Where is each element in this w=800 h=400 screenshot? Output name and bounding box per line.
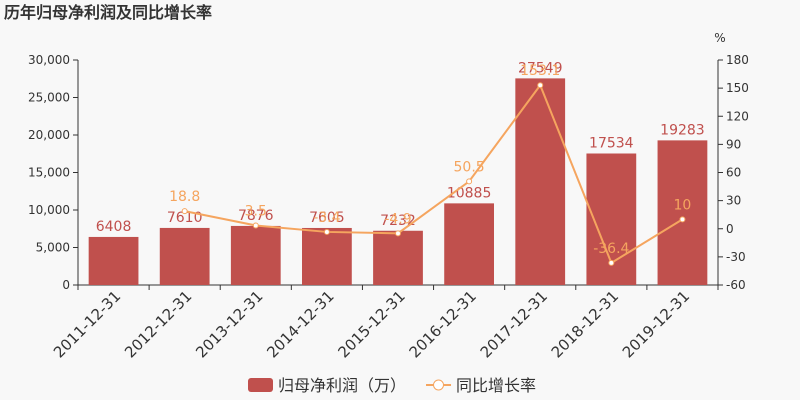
legend-label: 归母净利润（万）: [278, 376, 406, 395]
bar-value-label: 7232: [380, 213, 416, 229]
y2-axis-label: %: [714, 31, 725, 45]
y2-tick-label: 120: [726, 109, 749, 123]
x-tick-label: 2016-12-31: [406, 287, 480, 361]
bar: [159, 227, 210, 285]
bar: [88, 236, 139, 285]
y2-tick-label: -60: [726, 278, 746, 292]
x-tick-label: 2011-12-31: [50, 287, 124, 361]
y2-tick-label: 150: [726, 81, 749, 95]
line-point: [252, 222, 259, 229]
line-value-label: 18.8: [169, 189, 200, 205]
legend-swatch: [248, 378, 273, 392]
y2-tick-label: 60: [726, 166, 741, 180]
bar: [444, 203, 494, 285]
y2-tick-label: 30: [726, 194, 741, 208]
bar-value-label: 7605: [309, 210, 345, 226]
y-tick-label: 15,000: [28, 166, 70, 180]
y2-tick-label: 90: [726, 137, 741, 151]
x-tick-label: 2019-12-31: [619, 287, 693, 361]
y-tick-label: 20,000: [28, 128, 70, 142]
y-tick-label: 30,000: [28, 53, 70, 67]
x-tick-label: 2013-12-31: [192, 287, 266, 361]
line-value-label: 153.1: [520, 63, 560, 79]
bar-value-label: 6408: [96, 219, 132, 235]
x-tick-label: 2012-12-31: [121, 287, 195, 361]
bar-value-label: 17534: [589, 135, 634, 151]
bar: [657, 140, 708, 285]
x-tick-label: 2018-12-31: [548, 287, 622, 361]
bar-value-label: 27549: [518, 60, 563, 76]
bar: [373, 230, 423, 285]
line-point: [679, 216, 686, 223]
x-tick-label: 2015-12-31: [334, 287, 408, 361]
y-tick-label: 10,000: [28, 203, 70, 217]
x-tick-label: 2014-12-31: [263, 287, 337, 361]
chart-title: 历年归母净利润及同比增长率: [4, 3, 212, 22]
line-point: [181, 208, 188, 215]
line: [184, 83, 683, 265]
bar: [302, 227, 352, 285]
y2-tick-label: 0: [726, 222, 734, 236]
y-tick-label: 0: [62, 278, 70, 292]
y2-tick-label: 180: [726, 53, 749, 67]
line-point: [466, 178, 473, 185]
line-point: [395, 230, 401, 237]
x-tick-label: 2017-12-31: [477, 287, 551, 361]
line-value-label: -4.9: [384, 211, 411, 227]
line-point: [537, 82, 544, 89]
line-value-label: -3.4: [313, 210, 340, 226]
line-value-label: 3.5: [245, 203, 267, 219]
y2-tick-label: -30: [726, 250, 746, 264]
line-point: [323, 228, 330, 235]
line-value-label: -36.4: [593, 241, 629, 257]
line-value-label: 10: [674, 197, 692, 213]
bar: [230, 225, 281, 285]
y-tick-label: 5,000: [36, 241, 70, 255]
y-tick-label: 25,000: [28, 91, 70, 105]
legend-label: 同比增长率: [456, 376, 536, 395]
line-value-label: 50.5: [454, 159, 485, 175]
line-point: [608, 259, 615, 266]
bar-value-label: 7876: [238, 208, 274, 224]
bar: [515, 78, 566, 285]
legend-swatch: [433, 379, 445, 391]
bar-value-label: 19283: [660, 122, 705, 138]
